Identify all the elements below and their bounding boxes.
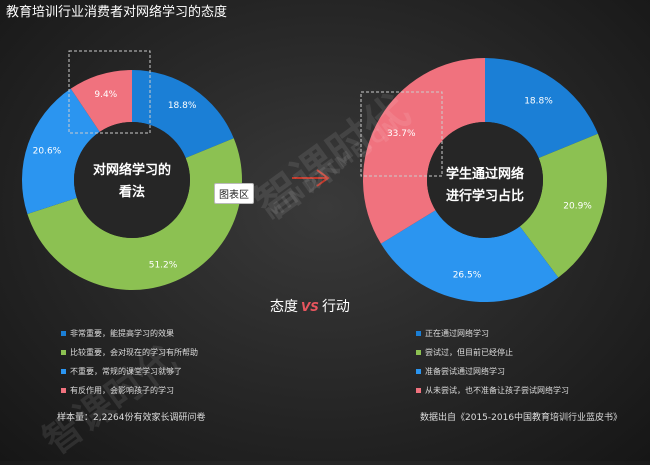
pie-chart-attitude: 18.8% 51.2% 20.6% 9.4% — [21, 70, 242, 290]
pie-right-center-label: 学生通过网络 进行学习占比 — [425, 164, 545, 208]
legend-label: 不重要，常规的课堂学习就够了 — [70, 367, 182, 376]
legend-label: 有反作用，会影响孩子的学习 — [70, 386, 174, 395]
legend-label: 正在通过网络学习 — [425, 329, 489, 338]
legend-item: 有反作用，会影响孩子的学习 — [61, 384, 198, 398]
pie-slice — [519, 133, 607, 278]
highlight-box-right — [360, 91, 443, 177]
vs-label: VS — [301, 300, 319, 314]
section-title: 态度 VS 行动 — [270, 296, 350, 316]
legend-item: 正在通过网络学习 — [416, 327, 569, 341]
legend-left: 非常重要，能提高学习的效果 比较重要，会对现在的学习有所帮助 不重要，常规的课堂… — [61, 327, 198, 403]
pie-slice — [485, 58, 598, 159]
slice-value-label: 9.4% — [94, 90, 117, 100]
donut-hole — [427, 122, 543, 238]
center-label-line: 对网络学习的 — [92, 163, 171, 178]
slice-value-label: 33.7% — [387, 129, 416, 139]
slice-value-label: 20.6% — [33, 147, 62, 157]
pie-slice — [380, 210, 559, 302]
donut-hole — [74, 122, 190, 238]
sample-note: 样本量：2,2264份有效家长调研问卷 — [57, 413, 206, 423]
page-title: 教育培训行业消费者对网络学习的态度 — [6, 5, 228, 20]
center-label-line: 进行学习占比 — [445, 189, 524, 204]
pie-slice — [27, 138, 242, 290]
slice-value-label: 20.9% — [563, 202, 592, 212]
legend-label: 非常重要，能提高学习的效果 — [70, 329, 174, 338]
legend-label: 从未尝试，也不准备让孩子尝试网络学习 — [425, 386, 569, 395]
legend-item: 非常重要，能提高学习的效果 — [61, 327, 198, 341]
pie-slice — [21, 88, 100, 214]
slice-value-label: 51.2% — [149, 260, 178, 270]
chart-area-tooltip: 图表区 — [214, 183, 254, 204]
legend-label: 比较重要，会对现在的学习有所帮助 — [70, 348, 198, 357]
legend-right: 正在通过网络学习 尝试过，但目前已经停止 准备尝试通过网络学习 从未尝试，也不准… — [416, 327, 569, 403]
pie-chart-action: 18.8% 20.9% 26.5% 33.7% — [363, 58, 607, 302]
arrow-icon — [292, 169, 330, 187]
legend-label: 尝试过，但目前已经停止 — [425, 348, 513, 357]
center-label-line: 看法 — [118, 185, 145, 200]
slice-value-label: 18.8% — [524, 96, 553, 106]
pie-slice — [132, 70, 234, 158]
slice-value-label: 18.8% — [168, 101, 197, 111]
legend-item: 比较重要，会对现在的学习有所帮助 — [61, 346, 198, 360]
section-title-right: 行动 — [321, 299, 350, 315]
legend-label: 准备尝试通过网络学习 — [425, 367, 505, 376]
source-note: 数据出自《2015-2016中国教育培训行业蓝皮书》 — [420, 413, 623, 423]
legend-item: 从未尝试，也不准备让孩子尝试网络学习 — [416, 384, 569, 398]
legend-item: 不重要，常规的课堂学习就够了 — [61, 365, 198, 379]
legend-item: 尝试过，但目前已经停止 — [416, 346, 569, 360]
slice-value-label: 26.5% — [453, 270, 482, 280]
section-title-left: 态度 — [270, 299, 298, 315]
pie-slice — [363, 58, 485, 244]
center-label-line: 学生通过网络 — [445, 167, 524, 182]
legend-item: 准备尝试通过网络学习 — [416, 365, 569, 379]
pie-left-center-label: 对网络学习的 看法 — [76, 160, 188, 204]
pie-slice — [70, 70, 132, 132]
highlight-box-left — [68, 50, 151, 134]
